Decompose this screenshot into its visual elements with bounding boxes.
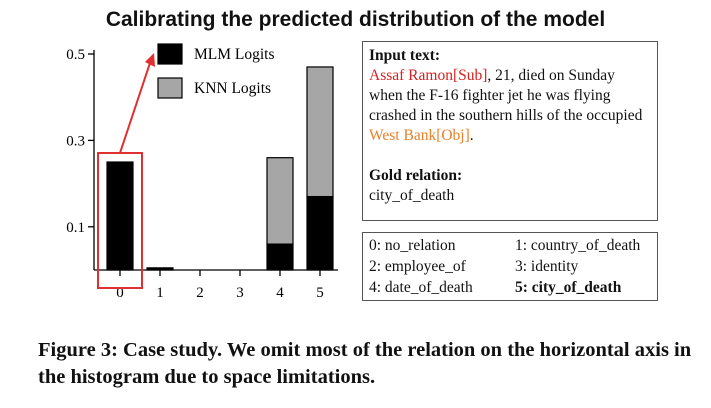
bar-chart: 0.1 0.3 0.5 0 1 2 3 4 5 MLM Logits KNN Logits bbox=[66, 43, 338, 301]
x-tick-label: 2 bbox=[196, 285, 204, 301]
x-tick-label: 3 bbox=[236, 285, 244, 301]
bar-knn-logits bbox=[306, 66, 334, 198]
x-tick-label: 1 bbox=[156, 285, 164, 301]
legend-swatch bbox=[157, 77, 183, 99]
relation-item: 3: identity bbox=[515, 258, 579, 275]
x-tick-label: 4 bbox=[276, 285, 284, 301]
y-tick-label: 0.3 bbox=[66, 133, 85, 149]
bar-mlm-logits bbox=[306, 195, 334, 271]
legend-swatch bbox=[157, 43, 183, 65]
relation-item: 2: employee_of bbox=[369, 258, 466, 275]
input-text-end: . bbox=[469, 127, 474, 144]
gold-relation-value: city_of_death bbox=[369, 187, 455, 204]
highlight-arrow bbox=[119, 59, 152, 154]
legend-label: KNN Logits bbox=[194, 80, 271, 97]
y-tick-label: 0.1 bbox=[66, 220, 85, 236]
relation-item: 4: date_of_death bbox=[369, 279, 473, 296]
object-entity: West Bank[Obj] bbox=[369, 127, 470, 144]
y-tick-label: 0.5 bbox=[66, 47, 85, 63]
relation-item: 0: no_relation bbox=[369, 237, 456, 254]
gold-relation-header: Gold relation: bbox=[369, 167, 463, 184]
relation-legend-panel: 0: no_relation 1: country_of_death 2: empl… bbox=[362, 232, 658, 301]
x-tick-label: 5 bbox=[316, 285, 324, 301]
input-text-panel: Input text: Assaf Ramon[Sub], 21, died o… bbox=[362, 41, 658, 221]
bar-mlm-logits bbox=[146, 267, 174, 271]
chart-title: Calibrating the predicted distribution o… bbox=[105, 8, 606, 31]
relation-list: 0: no_relation 1: country_of_death 2: empl… bbox=[369, 236, 651, 298]
bar-mlm-logits bbox=[106, 161, 134, 271]
input-text-middle: , 21, died on Sunday when the F-16 fight… bbox=[369, 67, 643, 124]
arrow-head bbox=[145, 53, 155, 67]
input-text-body: Assaf Ramon[Sub], 21, died on Sunday whe… bbox=[369, 66, 651, 146]
bar-knn-logits bbox=[266, 157, 294, 245]
subject-entity: Assaf Ramon[Sub] bbox=[369, 67, 488, 84]
relation-item: 1: country_of_death bbox=[515, 237, 641, 254]
figure-caption: Figure 3: Case study. We omit most of th… bbox=[38, 339, 692, 388]
x-tick-label: 0 bbox=[116, 285, 124, 301]
legend-label: MLM Logits bbox=[194, 46, 275, 63]
relation-item: 5: city_of_death bbox=[515, 279, 622, 296]
input-text-header: Input text: bbox=[369, 47, 441, 64]
bar-mlm-logits bbox=[266, 243, 294, 271]
